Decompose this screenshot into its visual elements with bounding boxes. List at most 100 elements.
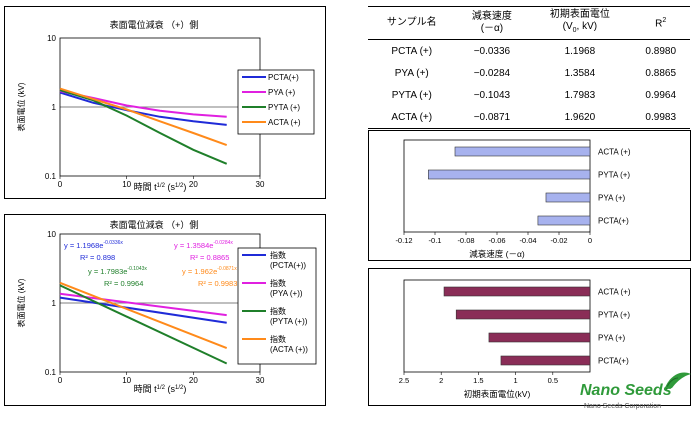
table-row: PCTA (+) −0.0336 1.1968 0.8980 — [368, 40, 690, 63]
y-tick-label: 10 — [47, 230, 56, 239]
seed-leaf-icon: Nano Seeds Nano Seeds Corporation — [580, 372, 691, 410]
y-tick-label: 1 — [52, 299, 57, 308]
x-tick-label: 0 — [58, 180, 63, 189]
x-axis-label: 時間 t1/2 (s1/2) — [134, 384, 187, 394]
fit-plot: 0.1 1 10 0 10 20 30 時間 t1/2 (s1/2) 表面電位 (kV) y = … — [16, 230, 265, 394]
header-r2: R2 — [631, 6, 690, 40]
bar — [443, 286, 591, 297]
x-tick-label: 1.5 — [473, 376, 483, 385]
legend-label: 指数(ACTA (+)) — [270, 334, 308, 354]
cell: −0.0336 — [473, 45, 511, 57]
fit-chart-panel: 表面電位減衰 （+）側 0.1 1 10 0 10 20 30 時間 t1/2 (s1/2) 表… — [4, 214, 326, 406]
x-tick-label: 20 — [189, 376, 198, 385]
category-label: PYA (+) — [598, 194, 626, 203]
brand-logo: Nano Seeds Nano Seeds Corporation — [578, 368, 693, 413]
y-tick-label: 0.1 — [45, 368, 57, 377]
x-tick-label: 2.5 — [399, 376, 409, 385]
y-axis-label: 表面電位 (kV) — [16, 82, 26, 131]
series-line — [59, 91, 227, 126]
x-tick-label: 30 — [256, 180, 265, 189]
fit-r2: R² = 0.9983 — [198, 279, 237, 288]
table-row: ACTA (+) −0.0871 1.9620 0.9983 — [368, 106, 690, 129]
decay-plot: 0.1 1 10 0 10 20 30 時間 t1/2 (s1/2) 表面電位 (kV) — [16, 34, 265, 192]
stats-table: サンプル名 減衰速度 (－α) 初期表面電位 (V0, kV) R2 PCTA (+… — [368, 6, 690, 129]
legend-box — [237, 69, 315, 135]
fit-equation: y = 1.7983e-0.1043x — [88, 266, 147, 276]
fit-equation: y = 1.1968e-0.0336x — [64, 240, 123, 250]
bar — [500, 355, 591, 366]
chart-title: 表面電位減衰 （+）側 — [110, 19, 199, 30]
legend-label: 指数(PYA (+)) — [270, 278, 303, 298]
cell: PCTA (+) — [391, 45, 433, 57]
bar — [455, 309, 591, 320]
header-initial-potential: 初期表面電位 (V0, kV) — [528, 6, 632, 40]
legend-label: PCTA(+) — [268, 73, 299, 82]
fit-r2: R² = 0.9964 — [104, 279, 143, 288]
fit-equation: y = 1.962e-0.0871x — [182, 266, 237, 276]
series-line — [59, 281, 228, 350]
x-tick-label: 20 — [189, 180, 198, 189]
cell: −0.0871 — [455, 106, 529, 129]
decay-rate-bar-panel: ACTA (+) PYTA (+) PYA (+) PCTA(+) -0.12 -0.1 -… — [368, 130, 691, 261]
legend-label: 指数(PCTA(+)) — [270, 250, 306, 270]
cell: 1.3584 — [564, 67, 596, 79]
x-tick-label: 10 — [122, 180, 131, 189]
header-sample: サンプル名 — [368, 6, 456, 40]
category-label: ACTA (+) — [598, 148, 631, 157]
chart-title: 表面電位減衰 （+）側 — [110, 219, 199, 230]
fit-equation: y = 1.3584e-0.0284x — [174, 240, 233, 250]
legend: PCTA(+) PYA (+) PYTA (+) ACTA (+) — [242, 73, 301, 127]
bar — [428, 169, 591, 180]
y-tick-label: 0.1 — [45, 172, 57, 181]
cell: 0.9964 — [645, 89, 677, 101]
y-axis-label: 表面電位 (kV) — [16, 278, 26, 327]
series-line — [59, 284, 228, 365]
initial-potential-bars: ACTA (+) PYTA (+) PYA (+) PCTA(+) 2.5 2 1.5 1 0.… — [399, 279, 631, 399]
legend-label: ACTA (+) — [268, 118, 301, 127]
table-header-row: サンプル名 減衰速度 (－α) 初期表面電位 (V0, kV) R2 — [368, 6, 690, 40]
decay-chart-panel: 表面電位減衰 （+）側 0.1 1 10 0 10 20 30 時間 t1/2 (s1/2) 表… — [4, 6, 326, 199]
fit-r2: R² = 0.8865 — [190, 253, 229, 262]
bar — [488, 332, 591, 343]
bar — [454, 146, 591, 157]
table-row: PYTA (+) −0.1043 1.7983 0.9964 — [368, 84, 690, 106]
x-axis-label: 減衰速度 (－α) — [469, 249, 525, 259]
brand-name: Nano Seeds — [580, 382, 672, 399]
legend-label: PYA (+) — [268, 88, 296, 97]
legend-label: PYTA (+) — [268, 103, 300, 112]
x-tick-label: -0.04 — [519, 236, 536, 245]
category-label: PCTA(+) — [598, 357, 629, 366]
cell: ACTA (+) — [368, 106, 456, 129]
legend-label: 指数(PYTA (+)) — [270, 306, 308, 326]
cell: −0.1043 — [473, 89, 511, 101]
category-label: PCTA(+) — [598, 217, 629, 226]
bar — [545, 192, 591, 203]
header-decay: 減衰速度 (－α) — [455, 6, 529, 40]
cell: PYTA (+) — [391, 89, 432, 101]
x-tick-label: -0.08 — [457, 236, 474, 245]
x-tick-label: -0.06 — [488, 236, 505, 245]
x-axis-label: 時間 t1/2 (s1/2) — [134, 182, 187, 192]
x-tick-label: 0 — [588, 236, 592, 245]
series-line — [59, 296, 227, 324]
category-label: PYTA (+) — [598, 171, 630, 180]
cell: 1.7983 — [564, 89, 596, 101]
cell: −0.0284 — [473, 67, 511, 79]
x-tick-label: -0.02 — [550, 236, 567, 245]
fit-r2: R² = 0.898 — [80, 253, 115, 262]
series-line — [59, 89, 228, 165]
category-label: ACTA (+) — [598, 288, 631, 297]
cell: PYA (+) — [394, 67, 429, 79]
series-line — [59, 87, 228, 147]
cell: 0.9983 — [631, 106, 690, 129]
x-tick-label: -0.1 — [429, 236, 442, 245]
initial-potential-bar-panel: ACTA (+) PYTA (+) PYA (+) PCTA(+) 2.5 2 1.5 1 0.… — [368, 268, 691, 406]
cell: 1.1968 — [564, 45, 596, 57]
y-tick-label: 10 — [47, 34, 56, 43]
x-tick-label: 0.5 — [548, 376, 558, 385]
legend-box — [237, 247, 317, 365]
x-tick-label: 1 — [514, 376, 518, 385]
category-label: PYA (+) — [598, 334, 626, 343]
brand-tagline: Nano Seeds Corporation — [584, 403, 661, 410]
x-axis-label: 初期表面電位(kV) — [464, 389, 531, 399]
